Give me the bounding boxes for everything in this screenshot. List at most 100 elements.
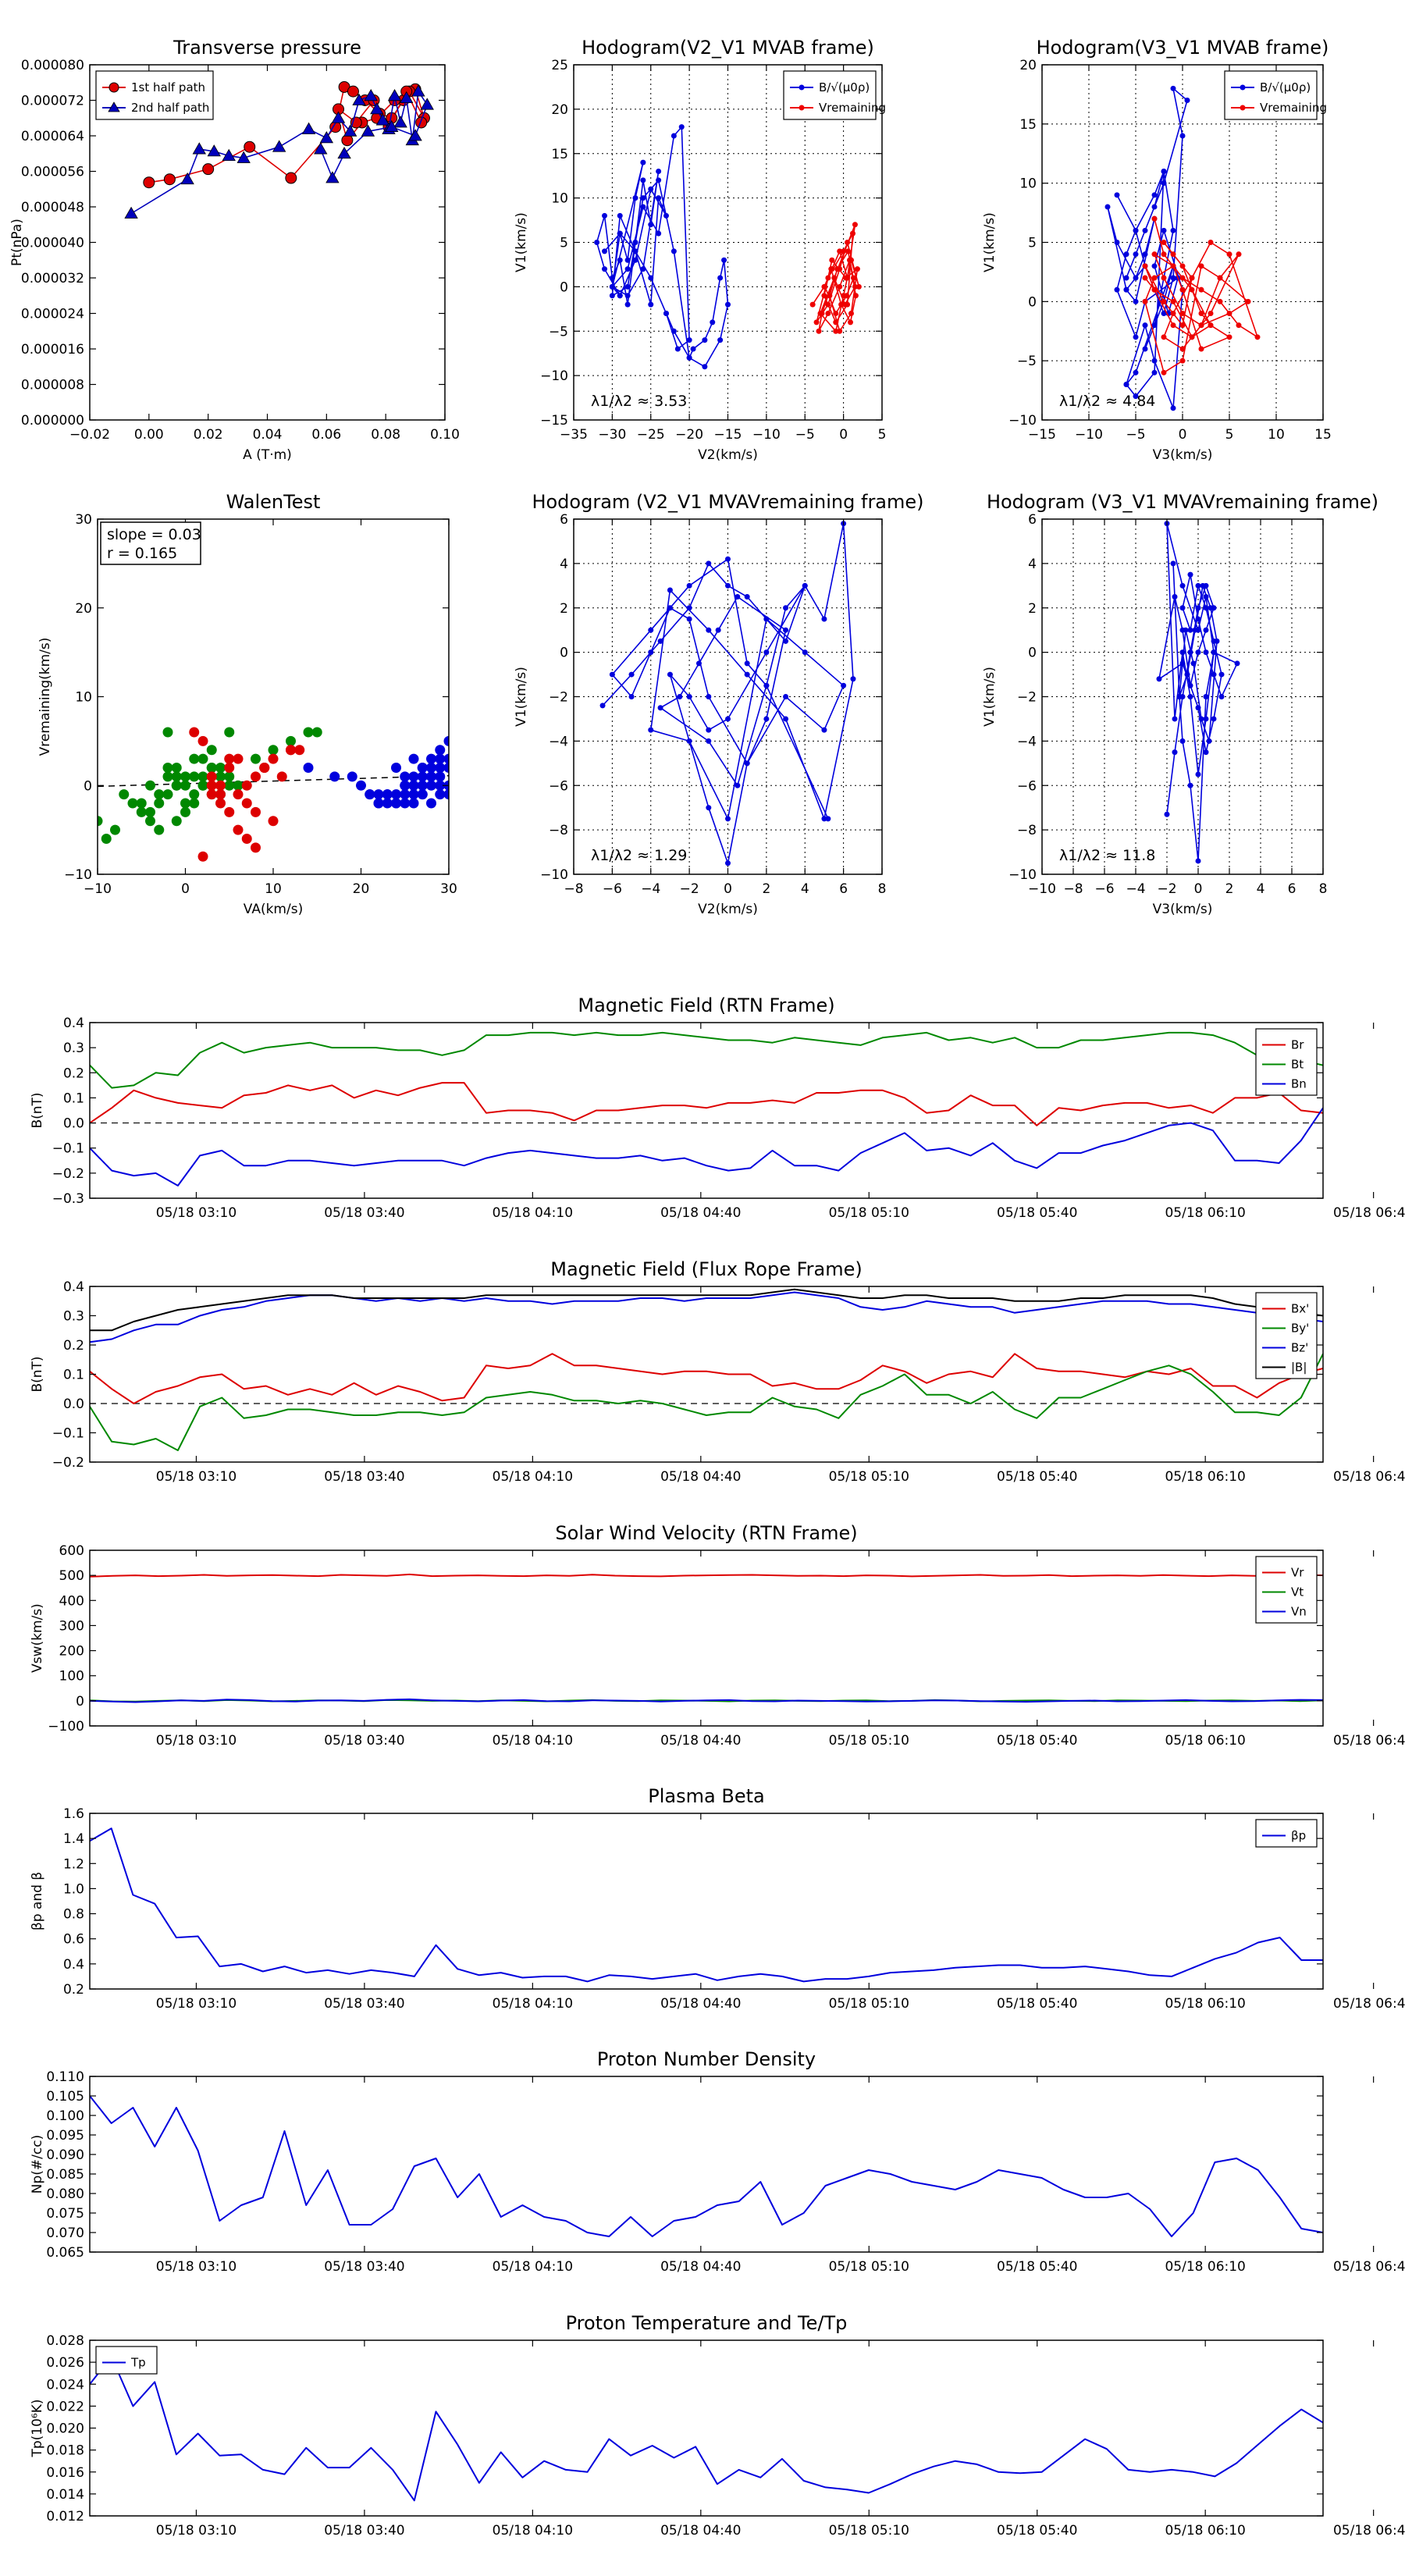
data-point xyxy=(241,798,252,809)
legend-label: 1st half path xyxy=(131,80,205,94)
ratio-annotation: λ1/λ2 ≈ 11.8 xyxy=(1059,847,1155,864)
y-axis-label: Tp(10⁶K) xyxy=(30,2399,45,2457)
chart-solar-wind-velocity: Solar Wind Velocity (RTN Frame) 05/18 03:… xyxy=(30,1522,1405,1749)
series-vn-line xyxy=(90,1698,1323,1703)
y-tick-label: 0.090 xyxy=(46,2147,84,2163)
data-point xyxy=(435,771,446,782)
data-point xyxy=(224,753,235,764)
y-tick-label: 5 xyxy=(1028,236,1037,251)
data-point xyxy=(408,771,419,782)
data-point xyxy=(259,763,270,773)
data-point xyxy=(640,177,646,183)
chart-title: Hodogram (V3_V1 MVAVremaining frame) xyxy=(987,491,1378,513)
data-point xyxy=(1114,192,1120,198)
data-point xyxy=(821,293,827,299)
data-point xyxy=(822,283,828,290)
data-point xyxy=(1179,358,1186,364)
data-point xyxy=(852,283,858,290)
data-point xyxy=(1203,649,1209,656)
data-point xyxy=(821,727,827,733)
data-point xyxy=(101,834,112,844)
series-bn-line xyxy=(90,1107,1323,1187)
data-point xyxy=(656,230,662,237)
y-axis-label: B(nT) xyxy=(30,1092,45,1128)
data-point xyxy=(1123,286,1129,293)
data-point xyxy=(710,319,716,326)
x-tick-label: 05/18 03:40 xyxy=(324,1205,404,1221)
data-point xyxy=(136,806,147,817)
y-tick-label: 0.085 xyxy=(46,2167,84,2183)
data-point xyxy=(400,771,411,782)
data-point xyxy=(1123,275,1129,281)
data-point xyxy=(314,142,328,155)
x-tick-label: 05/18 04:10 xyxy=(493,1996,573,2012)
legend-label: βp xyxy=(1291,1829,1306,1843)
y-tick-label: 0.2 xyxy=(63,1982,84,1998)
data-point xyxy=(1133,298,1139,304)
x-tick-label: 4 xyxy=(801,881,809,897)
y-tick-label: 2 xyxy=(1028,601,1037,617)
x-tick-label: 05/18 03:10 xyxy=(156,2259,237,2275)
y-tick-label: 0.022 xyxy=(46,2399,84,2414)
data-point xyxy=(657,705,663,711)
data-point xyxy=(602,266,607,272)
series-2nd-half-path-line xyxy=(130,91,429,215)
data-point xyxy=(365,789,375,800)
data-point xyxy=(609,275,615,281)
y-tick-label: 0.016 xyxy=(46,2465,84,2481)
y-tick-label: 4 xyxy=(560,557,568,572)
data-point xyxy=(1151,204,1158,210)
data-point xyxy=(1187,694,1193,699)
x-tick-label: 05/18 03:10 xyxy=(156,2523,237,2539)
data-point xyxy=(725,816,731,822)
legend-label: Vt xyxy=(1291,1585,1304,1599)
y-tick-label: 10 xyxy=(1019,176,1037,192)
x-tick-label: 0.08 xyxy=(371,427,400,443)
data-point xyxy=(237,151,251,163)
y-axis-label: V1(km/s) xyxy=(514,667,529,727)
x-tick-label: 05/18 05:10 xyxy=(829,2523,909,2539)
data-point xyxy=(145,780,155,791)
data-point xyxy=(802,649,808,656)
legend-label: Tp xyxy=(130,2356,146,2370)
data-point xyxy=(667,587,673,593)
chart-title: Magnetic Field (Flux Rope Frame) xyxy=(550,1258,862,1280)
data-point xyxy=(285,172,297,184)
data-point xyxy=(154,824,165,835)
y-tick-label: −0.2 xyxy=(52,1166,84,1182)
x-tick-label: 0.10 xyxy=(430,427,460,443)
data-point xyxy=(628,694,635,699)
data-point xyxy=(319,131,334,144)
series-b-0--line xyxy=(596,126,729,368)
y-tick-label: 0 xyxy=(1028,294,1037,310)
data-point xyxy=(1151,251,1158,258)
chart-proton-temperature: Proton Temperature and Te/Tp 05/18 03:10 0… xyxy=(30,2312,1405,2539)
y-axis-label: Vsw(km/s) xyxy=(30,1603,45,1673)
data-point xyxy=(1172,594,1178,600)
data-point xyxy=(1170,275,1176,281)
data-point xyxy=(783,627,789,633)
data-point xyxy=(420,98,434,110)
data-point xyxy=(813,319,820,326)
data-point xyxy=(821,816,827,822)
x-tick-label: 5 xyxy=(878,427,887,443)
data-point xyxy=(1203,605,1209,611)
data-point xyxy=(1170,263,1176,269)
y-tick-label: 0.6 xyxy=(63,1932,84,1948)
chart-hodogram-v3-v1-mvav: Hodogram (V3_V1 MVAVremaining frame)−10−… xyxy=(982,491,1378,917)
data-point xyxy=(624,266,631,272)
data-point xyxy=(706,738,712,744)
x-tick-label: 05/18 03:40 xyxy=(324,1469,404,1485)
data-point xyxy=(251,771,261,782)
data-point xyxy=(744,760,750,767)
data-point xyxy=(206,771,217,782)
data-point xyxy=(663,311,669,316)
data-point xyxy=(1161,298,1167,304)
x-tick-label: −2 xyxy=(1157,881,1176,897)
data-point xyxy=(1151,286,1158,293)
x-tick-label: 05/18 06:10 xyxy=(1165,2523,1245,2539)
y-tick-label: −0.1 xyxy=(52,1426,84,1442)
data-point xyxy=(648,301,654,308)
data-point xyxy=(848,311,854,316)
data-point xyxy=(850,275,856,281)
